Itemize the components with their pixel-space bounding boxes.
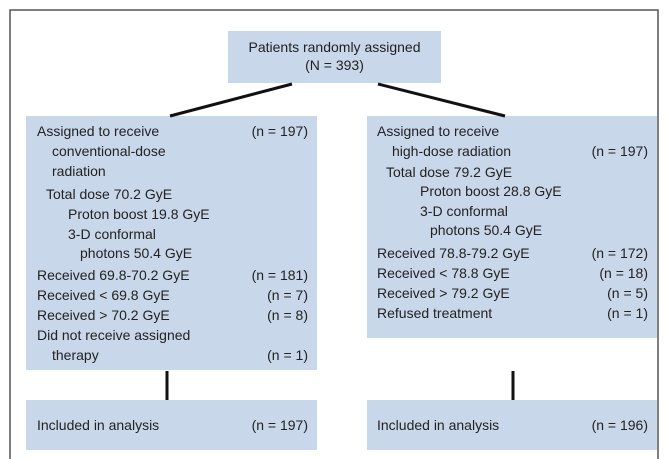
analysis: Included in analysis: [377, 417, 500, 433]
count: (n = 172): [591, 245, 648, 261]
dose: Proton boost 19.8 GyE: [68, 206, 210, 222]
assignment: high-dose radiation: [392, 143, 512, 159]
received: Refused treatment: [377, 305, 493, 321]
received: Did not receive assigned: [37, 327, 191, 343]
count: (n = 197): [251, 123, 308, 139]
dose: photons 50.4 GyE: [80, 245, 193, 261]
count: (n = 1): [607, 305, 648, 321]
count: (n = 197): [591, 143, 648, 159]
dose: 3-D conformal: [68, 226, 156, 242]
top-title: Patients randomly assigned: [248, 39, 421, 55]
dose: 3-D conformal: [420, 203, 508, 219]
received: Received < 69.8 GyE: [37, 287, 170, 303]
count: (n = 5): [607, 285, 648, 301]
dose: Proton boost 28.8 GyE: [420, 183, 562, 199]
top-count: (N = 393): [305, 57, 364, 73]
received: Received > 79.2 GyE: [377, 285, 510, 301]
left-analysis-box: [26, 400, 317, 450]
count: (n = 181): [251, 267, 308, 283]
outer-frame: [9, 9, 659, 459]
count: (n = 8): [267, 307, 308, 323]
count: (n = 18): [599, 265, 648, 281]
dose: Total dose 70.2 GyE: [46, 186, 173, 202]
analysis: Included in analysis: [37, 417, 160, 433]
received: therapy: [52, 347, 99, 363]
assignment: Assigned to receive: [37, 123, 160, 139]
right-arm-box: [367, 116, 657, 338]
dose: photons 50.4 GyE: [430, 222, 543, 238]
received: Received 69.8-70.2 GyE: [37, 267, 190, 283]
connector: [377, 82, 506, 118]
top-box: [228, 31, 441, 83]
received: Received > 70.2 GyE: [37, 307, 170, 323]
count: (n = 197): [251, 417, 308, 433]
count: (n = 1): [267, 347, 308, 363]
left-arm-box: [26, 116, 317, 370]
dose: Total dose 79.2 GyE: [386, 164, 513, 180]
assignment: conventional-dose: [52, 143, 166, 159]
count: (n = 7): [267, 287, 308, 303]
assignment: Assigned to receive: [377, 123, 500, 139]
right-analysis-box: [367, 400, 657, 450]
received: Received < 78.8 GyE: [377, 265, 510, 281]
received: Received 78.8-79.2 GyE: [377, 245, 530, 261]
assignment: radiation: [52, 163, 106, 179]
connector: [169, 82, 293, 118]
count: (n = 196): [591, 417, 648, 433]
